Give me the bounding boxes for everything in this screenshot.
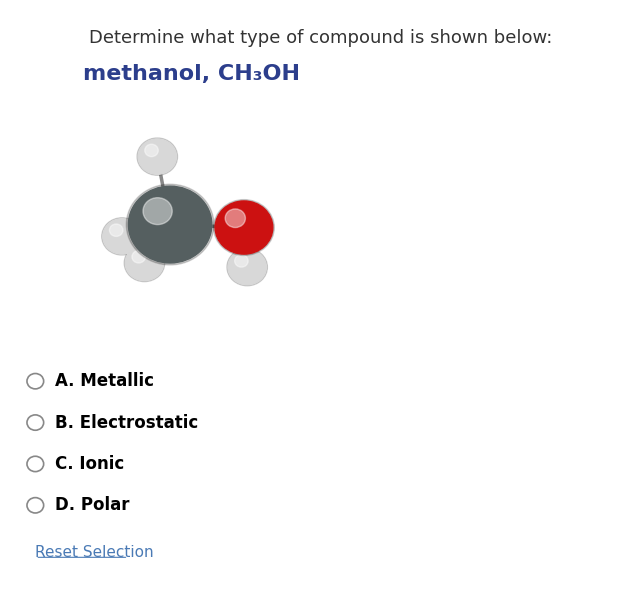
Circle shape: [227, 248, 267, 285]
Circle shape: [214, 200, 274, 255]
Circle shape: [138, 139, 177, 174]
Circle shape: [225, 209, 245, 228]
Circle shape: [143, 197, 172, 225]
Text: D. Polar: D. Polar: [55, 496, 129, 514]
Circle shape: [215, 201, 273, 254]
Circle shape: [228, 249, 266, 285]
Circle shape: [109, 224, 123, 236]
Circle shape: [125, 245, 164, 281]
Text: Determine what type of compound is shown below:: Determine what type of compound is shown…: [89, 30, 553, 47]
Text: C. Ionic: C. Ionic: [55, 455, 124, 473]
Circle shape: [132, 251, 145, 263]
Circle shape: [128, 186, 212, 263]
Circle shape: [137, 138, 177, 175]
Text: Reset Selection: Reset Selection: [35, 545, 154, 560]
Circle shape: [144, 144, 158, 157]
Circle shape: [126, 184, 214, 265]
Circle shape: [124, 245, 164, 282]
Circle shape: [234, 255, 248, 267]
Text: B. Electrostatic: B. Electrostatic: [55, 414, 198, 431]
Text: methanol, CH₃OH: methanol, CH₃OH: [83, 64, 300, 84]
Circle shape: [103, 219, 141, 254]
Circle shape: [101, 218, 142, 255]
Text: A. Metallic: A. Metallic: [55, 372, 153, 390]
